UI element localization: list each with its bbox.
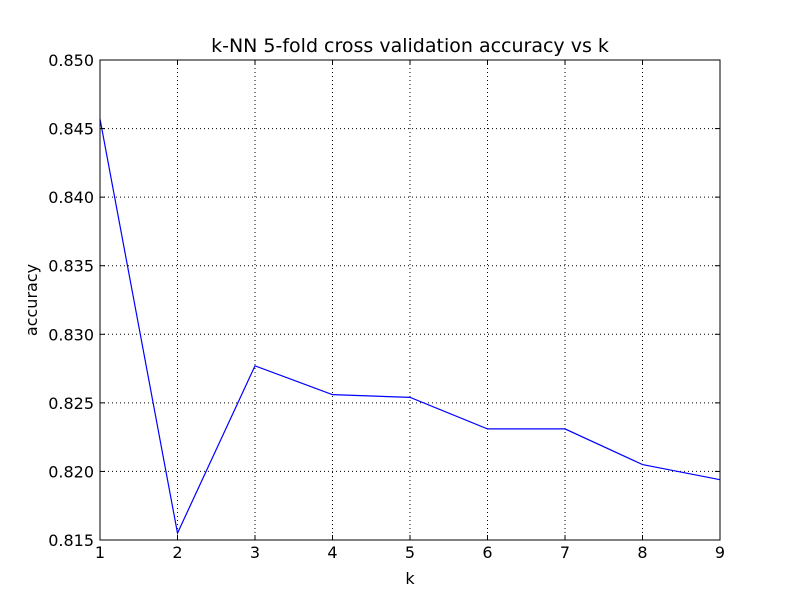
x-tick-label: 5 [405, 543, 415, 562]
y-tick-label: 0.815 [48, 531, 94, 550]
y-axis-label: accuracy [22, 264, 41, 336]
series-group [99, 118, 721, 536]
y-tick-label: 0.840 [48, 188, 94, 207]
y-tick-label: 0.830 [48, 325, 94, 344]
y-tick-label: 0.820 [48, 462, 94, 481]
x-axis-label: k [405, 569, 415, 588]
y-tick-label: 0.850 [48, 51, 94, 70]
x-tick-label: 6 [482, 543, 492, 562]
series-line [99, 118, 721, 536]
x-tick-label: 9 [715, 543, 725, 562]
x-tick-label: 8 [637, 543, 647, 562]
y-tick-label: 0.825 [48, 394, 94, 413]
x-tick-label: 1 [95, 543, 105, 562]
x-tick-label: 2 [172, 543, 182, 562]
x-tick-label: 3 [250, 543, 260, 562]
y-tick-label: 0.835 [48, 257, 94, 276]
x-tick-label: 4 [327, 543, 337, 562]
x-tick-label: 7 [560, 543, 570, 562]
y-tick-label: 0.845 [48, 120, 94, 139]
grid [100, 60, 720, 540]
ticks: 1 2 3 4 5 6 7 8 9 0.815 0.820 0.825 0.830 0.835 0.840 0… [48, 51, 725, 562]
chart-title: k-NN 5-fold cross validation accuracy vs… [211, 35, 609, 57]
